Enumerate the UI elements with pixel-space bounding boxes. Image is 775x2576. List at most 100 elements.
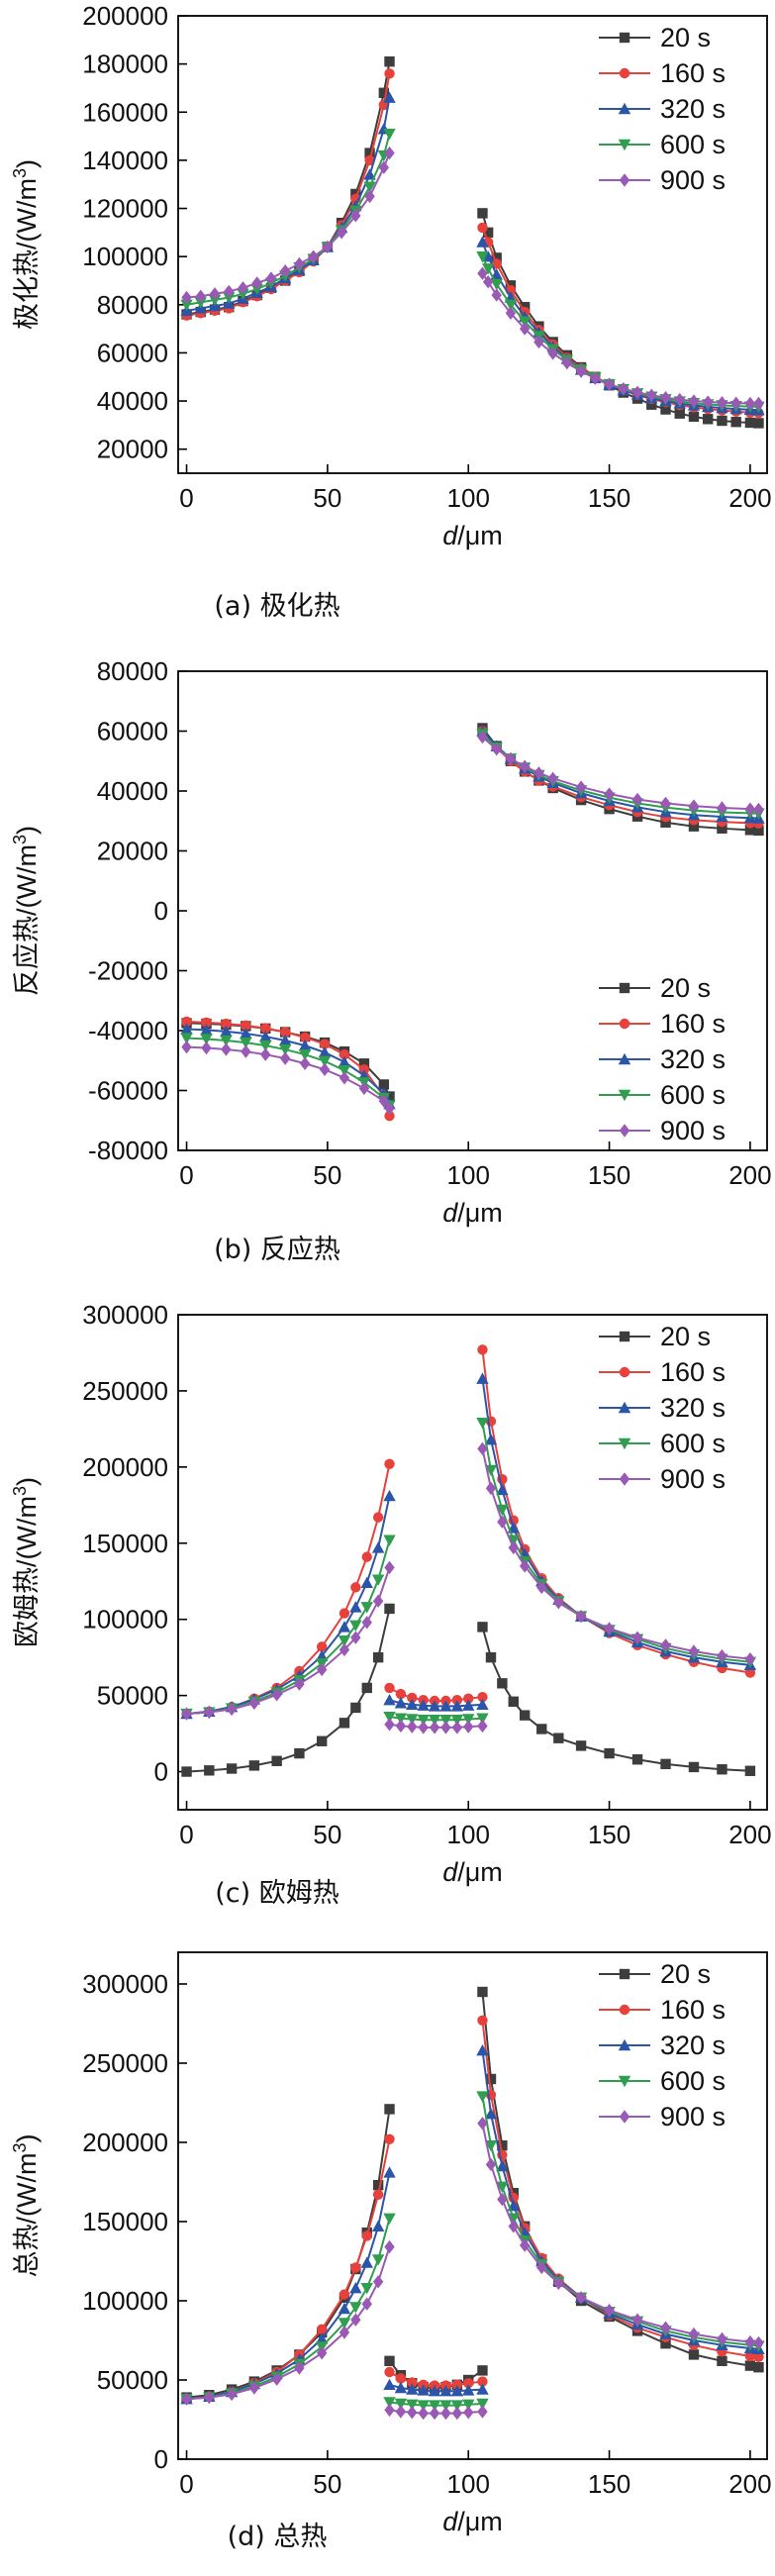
data-point xyxy=(383,2166,396,2178)
data-point xyxy=(361,1551,372,1562)
data-point xyxy=(360,1576,373,1588)
data-point xyxy=(476,236,489,248)
y-tick-label: 100000 xyxy=(82,1605,168,1635)
data-point xyxy=(316,1662,328,1677)
data-point xyxy=(450,1700,464,1712)
data-point xyxy=(394,1713,408,1725)
series-line xyxy=(186,1495,391,1716)
data-point xyxy=(481,263,495,275)
x-tick-label: 0 xyxy=(179,1820,193,1849)
data-point xyxy=(631,385,643,399)
data-point xyxy=(660,2338,671,2349)
x-tick-label: 150 xyxy=(588,1160,630,1190)
data-point xyxy=(477,1622,488,1633)
series-320s xyxy=(180,1372,757,1720)
y-tick-label: 0 xyxy=(154,896,168,926)
data-point xyxy=(221,1042,232,1056)
data-point xyxy=(439,2400,452,2412)
x-tick-label: 100 xyxy=(447,1160,490,1190)
data-point xyxy=(181,1766,192,1777)
data-point xyxy=(384,2355,395,2366)
plot-area: 20000 40000 60000 80000 100000 120000 140000 16… xyxy=(10,1,772,550)
x-tick-label: 50 xyxy=(313,1160,341,1190)
data-point xyxy=(491,252,502,263)
y-tick-label: 150000 xyxy=(82,2207,168,2236)
data-point xyxy=(730,396,741,410)
x-tick-label: 100 xyxy=(447,483,490,513)
x-axis-label: d/μm xyxy=(442,1857,503,1887)
data-point xyxy=(717,415,727,427)
data-point xyxy=(753,2362,764,2373)
y-tick-label: -20000 xyxy=(88,956,168,986)
data-point xyxy=(717,1764,727,1775)
y-tick-label: 40000 xyxy=(97,776,168,806)
data-point xyxy=(604,1622,615,1635)
data-point xyxy=(604,2303,615,2318)
data-point xyxy=(688,2327,700,2341)
data-point xyxy=(315,1649,329,1661)
data-point xyxy=(429,2406,440,2421)
x-tick-label: 0 xyxy=(179,2469,193,2499)
data-point xyxy=(360,2283,373,2295)
data-point xyxy=(463,2378,474,2389)
legend-label: 320 s xyxy=(660,1044,726,1074)
data-point xyxy=(200,1024,213,1036)
data-point xyxy=(221,1018,232,1030)
data-point xyxy=(417,1715,430,1727)
data-point xyxy=(482,227,494,239)
data-point xyxy=(462,1714,475,1726)
data-point xyxy=(406,2399,419,2411)
data-point xyxy=(181,1707,192,1721)
data-point xyxy=(553,2276,564,2291)
y-tick-label: 200000 xyxy=(82,1452,168,1482)
data-point xyxy=(561,355,573,370)
data-point xyxy=(226,1702,238,1717)
legend-marker xyxy=(618,1401,631,1414)
data-point xyxy=(477,2376,488,2387)
data-point xyxy=(463,1693,474,1704)
series-line xyxy=(186,2172,391,2401)
legend-marker xyxy=(618,1052,631,1065)
legend-label: 320 s xyxy=(660,94,726,124)
data-point xyxy=(181,1040,192,1054)
data-point xyxy=(200,1034,213,1045)
data-point xyxy=(407,2406,418,2420)
data-point xyxy=(372,2180,384,2191)
legend-marker xyxy=(619,982,630,994)
y-tick-label: 60000 xyxy=(97,717,168,746)
data-point xyxy=(394,2381,408,2394)
plot-frame xyxy=(177,1314,768,1811)
data-point xyxy=(384,1458,395,1469)
data-point xyxy=(299,1056,311,1070)
data-point xyxy=(476,1713,489,1725)
data-point xyxy=(462,1699,475,1711)
data-point xyxy=(428,2400,441,2412)
data-point xyxy=(383,2378,396,2390)
data-point xyxy=(278,1043,292,1056)
chart-caption: (a) 极化热 xyxy=(214,591,340,622)
plot-area: -80000 -60000 -40000 -20000 0 20000 40000 60000… xyxy=(10,656,772,1228)
data-point xyxy=(505,306,517,320)
data-point xyxy=(429,1721,440,1734)
chart-caption: (d) 总热 xyxy=(227,2522,328,2552)
data-point xyxy=(361,2297,372,2311)
series-line xyxy=(186,2109,391,2399)
series-line xyxy=(186,133,391,306)
series-line xyxy=(186,73,391,317)
data-point xyxy=(395,1719,407,1734)
data-point xyxy=(383,2397,396,2409)
data-point xyxy=(484,1433,498,1445)
data-point xyxy=(631,1754,643,1765)
data-point xyxy=(294,256,305,271)
data-point xyxy=(322,240,334,254)
data-point xyxy=(553,1596,564,1610)
data-point xyxy=(450,2400,464,2412)
data-point xyxy=(497,2192,508,2207)
legend-label: 160 s xyxy=(660,1009,726,1039)
chart-reaction-heat: -80000 -60000 -40000 -20000 0 20000 40000 60000… xyxy=(10,656,772,1228)
y-tick-label: 200000 xyxy=(82,1,168,31)
legend-marker xyxy=(619,1366,630,1378)
data-point xyxy=(508,1696,519,1707)
data-point xyxy=(384,68,395,79)
data-point xyxy=(497,2140,508,2151)
